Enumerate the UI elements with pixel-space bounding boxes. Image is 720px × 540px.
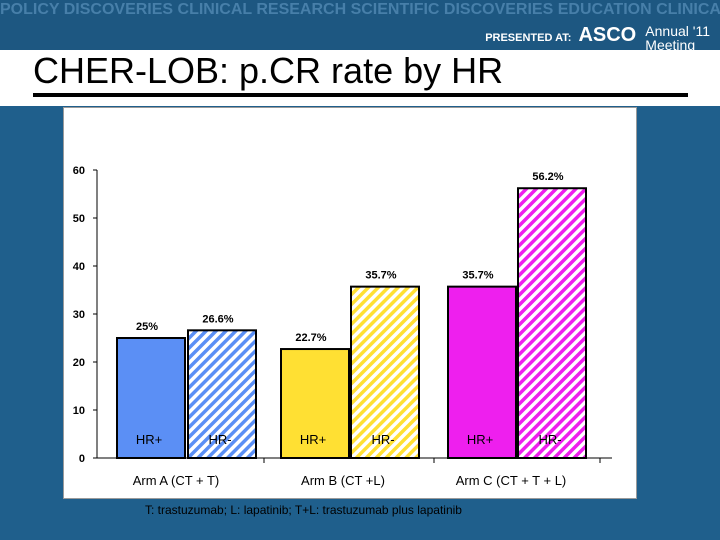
annual-meeting-label: Annual '11 Meeting	[645, 24, 710, 50]
y-tick-label: 0	[79, 453, 85, 465]
x-category-label: Arm B (CT +L)	[301, 473, 385, 488]
y-tick-label: 10	[73, 405, 85, 417]
data-label: 25%	[136, 321, 158, 333]
x-category-label: Arm A (CT + T)	[133, 473, 220, 488]
data-label: 56.2%	[532, 171, 563, 183]
bar-3-hr-negative	[517, 187, 587, 460]
asco-wordmark: ASCO	[578, 24, 637, 46]
bar-category-label: HR-	[208, 432, 231, 447]
data-label: 26.6%	[202, 313, 233, 325]
bar-category-label: HR+	[136, 432, 162, 447]
annual-meeting-line1: Annual '11	[645, 23, 710, 40]
x-category-label: Arm C (CT + T + L)	[456, 473, 567, 488]
annual-meeting-line2: Meeting	[645, 37, 696, 50]
y-tick-label: 30	[73, 309, 85, 321]
asco-logo: PRESENTED AT: ASCO Annual '11 Meeting	[485, 24, 710, 50]
banner-keywords: POLICY DISCOVERIES CLINICAL RESEARCH SCI…	[0, 1, 720, 18]
y-tick-label: 60	[73, 165, 85, 177]
bar-category-label: HR+	[467, 432, 493, 447]
presented-at-label: PRESENTED AT:	[485, 32, 572, 44]
y-tick-label: 50	[73, 213, 85, 225]
bar-category-label: HR+	[300, 432, 326, 447]
footnote: T: trastuzumab; L: lapatinib; T+L: trast…	[145, 503, 462, 517]
bar-1-hr-positive	[116, 337, 186, 459]
y-tick-label: 20	[73, 357, 85, 369]
bar-2-hr-negative	[350, 285, 420, 460]
data-label: 22.7%	[295, 332, 326, 344]
title-underline	[33, 93, 688, 97]
bar-3-hr-positive	[447, 285, 517, 460]
bar-category-label: HR-	[371, 432, 394, 447]
slide-title: CHER-LOB: p.CR rate by HR	[33, 50, 504, 91]
bar-category-label: HR-	[538, 432, 561, 447]
bar-2-hr-positive	[280, 348, 350, 460]
data-label: 35.7%	[462, 270, 493, 282]
conference-banner: POLICY DISCOVERIES CLINICAL RESEARCH SCI…	[0, 0, 720, 50]
bar-1-hr-negative	[187, 329, 257, 460]
data-label: 35.7%	[365, 270, 396, 282]
y-tick-label: 40	[73, 261, 85, 273]
